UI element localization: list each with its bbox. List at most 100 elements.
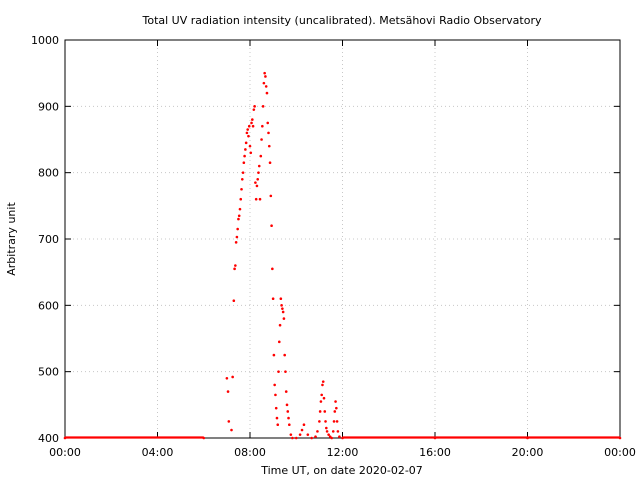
- data-point: [230, 428, 233, 432]
- data-point: [331, 430, 335, 433]
- data-point: [271, 297, 275, 301]
- data-point: [319, 400, 323, 403]
- data-point: [251, 118, 254, 121]
- data-point: [240, 187, 243, 191]
- grid: [65, 40, 620, 438]
- data-point: [268, 161, 272, 165]
- data-point: [302, 423, 306, 427]
- data-point: [284, 370, 287, 373]
- data-point: [238, 207, 242, 211]
- data-point: [277, 340, 281, 344]
- data-point: [338, 435, 341, 438]
- data-point: [286, 410, 290, 413]
- data-point: [265, 91, 269, 95]
- data-point: [236, 227, 239, 231]
- data-point: [234, 241, 238, 244]
- data-point: [333, 410, 337, 413]
- data-point: [276, 423, 280, 427]
- data-point: [281, 310, 285, 314]
- data-point: [320, 393, 323, 397]
- data-point: [242, 161, 246, 165]
- data-point: [234, 264, 237, 267]
- data-point: [237, 214, 241, 218]
- data-point: [618, 436, 622, 440]
- data-points: [63, 71, 622, 440]
- data-point: [243, 154, 246, 158]
- data-point: [241, 171, 245, 174]
- data-point: [335, 406, 338, 410]
- data-point: [259, 154, 263, 158]
- y-tick-label: 400: [38, 432, 59, 445]
- data-point: [257, 164, 261, 168]
- data-point: [289, 433, 293, 436]
- y-tick-label: 600: [38, 299, 59, 312]
- data-point: [285, 403, 289, 407]
- y-tick-label: 1000: [31, 34, 59, 47]
- data-point: [271, 267, 274, 271]
- data-point: [275, 416, 279, 420]
- data-point: [202, 436, 206, 440]
- data-point: [244, 148, 247, 151]
- data-point: [264, 85, 268, 88]
- data-point: [225, 377, 229, 380]
- data-point: [261, 124, 264, 128]
- data-point: [249, 151, 253, 155]
- data-point: [252, 108, 256, 111]
- data-point: [233, 267, 236, 271]
- x-tick-label: 20:00: [512, 446, 544, 459]
- data-point: [237, 217, 240, 221]
- data-point: [336, 430, 340, 433]
- x-tick-label: 12:00: [327, 446, 359, 459]
- data-point: [330, 436, 334, 440]
- data-point: [272, 353, 276, 357]
- data-point: [291, 436, 294, 440]
- data-point: [278, 323, 282, 327]
- data-point: [258, 197, 262, 201]
- x-axis-label: Time UT, on date 2020-02-07: [260, 464, 423, 477]
- data-point: [257, 171, 260, 174]
- data-point: [300, 428, 304, 432]
- data-point: [273, 383, 276, 387]
- y-tick-label: 800: [38, 167, 59, 180]
- data-point: [232, 299, 236, 302]
- data-point: [288, 423, 291, 427]
- data-point: [323, 410, 327, 413]
- data-point: [260, 138, 263, 141]
- data-point: [267, 131, 270, 135]
- data-point: [325, 426, 328, 430]
- data-point: [239, 197, 243, 201]
- data-point: [327, 433, 330, 436]
- data-point: [284, 390, 288, 393]
- data-point: [283, 353, 286, 357]
- data-point: [282, 317, 286, 320]
- data-point: [274, 406, 278, 410]
- data-point: [277, 370, 280, 373]
- data-point: [254, 197, 258, 201]
- data-point: [245, 131, 249, 135]
- data-point: [280, 304, 283, 307]
- data-point: [332, 420, 336, 423]
- axis-ticks: 00:00 04:00 08:00 12:00 16:00 20:00 00:0040050…: [31, 34, 636, 459]
- x-tick-label: 04:00: [142, 446, 174, 459]
- data-point: [269, 194, 273, 198]
- chart-title: Total UV radiation intensity (uncalibrat…: [142, 14, 542, 27]
- data-point: [235, 235, 239, 239]
- data-point: [254, 181, 257, 184]
- data-point: [298, 433, 302, 436]
- x-tick-label: 00:00: [604, 446, 636, 459]
- data-point: [318, 410, 322, 413]
- data-point: [246, 128, 249, 131]
- data-point: [318, 420, 321, 423]
- data-point: [324, 420, 327, 423]
- y-tick-label: 500: [38, 366, 59, 379]
- y-tick-label: 900: [38, 100, 59, 113]
- data-point: [262, 81, 266, 85]
- data-point: [226, 390, 230, 393]
- data-point: [287, 416, 290, 420]
- data-point: [270, 224, 273, 228]
- x-tick-label: 08:00: [234, 446, 266, 459]
- data-point: [248, 144, 252, 148]
- data-point: [335, 420, 339, 423]
- data-point: [294, 436, 298, 440]
- data-point: [279, 297, 283, 301]
